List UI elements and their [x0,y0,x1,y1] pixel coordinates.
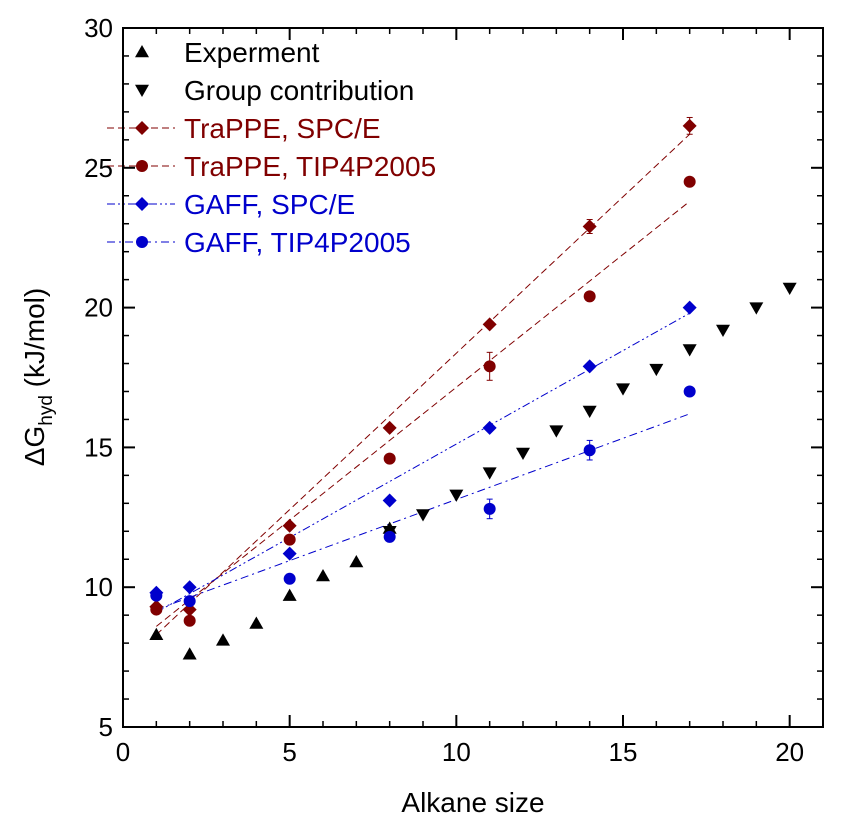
data-point [582,219,597,234]
data-point [582,405,597,419]
legend-label: TraPPE, SPC/E [184,113,381,144]
data-point [483,502,496,515]
data-point [150,603,163,616]
data-point [182,580,197,595]
data-point [516,447,530,460]
plot-frame [122,27,824,728]
data-point [349,555,364,568]
y-tick-label: 10 [84,572,113,602]
series-gaff-spc-e [149,300,697,600]
data-point [682,300,697,315]
y-tick-label: 20 [84,293,113,323]
y-axis-label-main: ΔG [19,426,50,466]
data-point [316,569,330,582]
series-group-contribution [382,282,797,539]
fit-line-gaff-spc-e [156,312,690,613]
fit-lines [155,133,691,636]
data-point [149,627,164,640]
data-point [183,614,196,627]
data-point [382,420,397,435]
fit-line-trappe-tip4p2005 [156,200,690,627]
x-axis-label: Alkane size [401,787,544,818]
legend-item-group-contribution: Group contribution [135,75,414,106]
legend-marker [135,197,149,211]
series-gaff-tip4p2005 [150,385,696,608]
legend-item-trappe-spc-e: TraPPE, SPC/E [107,113,381,144]
legend-label: Group contribution [184,75,414,106]
legend-item-gaff-tip4p2005: GAFF, TIP4P2005 [107,227,411,258]
y-tick-label: 30 [84,13,113,43]
data-point [482,467,497,480]
data-point [150,589,163,602]
data-point [216,633,230,646]
data-point [282,518,297,533]
y-axis-label-sub: hyd [36,395,57,426]
data-point [649,363,664,377]
data-point [449,489,464,502]
y-tick-label: 25 [84,153,113,183]
legend-marker [136,236,148,248]
y-axis-label: ΔGhyd (kJ/mol) [19,288,57,466]
data-point [182,602,197,617]
x-tick-label: 15 [609,737,638,767]
fit-line-trappe-spc-e [155,133,691,636]
data-point [583,444,596,457]
data-point [382,493,397,508]
data-point [183,595,196,608]
legend-marker [135,45,149,58]
data-point [749,302,764,315]
data-point [249,616,264,629]
legend-item-experment: Experment [135,37,320,68]
data-point [683,175,696,188]
data-points [149,116,797,660]
legend-item-gaff-spc-e: GAFF, SPC/E [107,189,355,220]
data-point [483,360,496,373]
legend-marker [135,121,149,135]
data-point [482,317,497,332]
series-trappe-tip4p2005 [150,175,696,627]
legend-label: TraPPE, TIP4P2005 [184,151,436,182]
data-point [283,533,296,546]
data-point [583,290,596,303]
data-point [383,530,396,543]
data-point [282,588,297,601]
data-point [682,344,697,357]
data-point [383,452,396,465]
fit-line-gaff-tip4p2005 [156,413,690,611]
x-tick-label: 10 [442,737,471,767]
legend-marker [136,160,148,172]
data-point [616,383,630,396]
y-axis-label-unit: (kJ/mol) [19,288,50,395]
data-point [482,420,497,435]
legend-label: Experment [184,37,320,68]
data-point [416,509,430,522]
x-tick-label: 20 [775,737,804,767]
y-tick-label: 15 [84,432,113,462]
data-point [182,647,197,660]
legend-item-trappe-tip4p2005: TraPPE, TIP4P2005 [107,151,436,182]
data-point [549,425,564,438]
data-point [716,324,730,337]
data-point [683,385,696,398]
legend-label: GAFF, SPC/E [184,189,355,220]
legend-marker [135,84,149,97]
y-tick-label: 5 [99,712,113,742]
legend-label: GAFF, TIP4P2005 [184,227,411,258]
data-point [282,546,297,561]
data-point [782,282,797,296]
data-point [283,572,296,585]
x-tick-label: 0 [116,737,130,767]
data-point [682,118,697,133]
legend: Experment Group contribution TraPPE, SPC/E… [107,37,436,258]
data-point [582,359,597,374]
x-tick-label: 5 [282,737,296,767]
